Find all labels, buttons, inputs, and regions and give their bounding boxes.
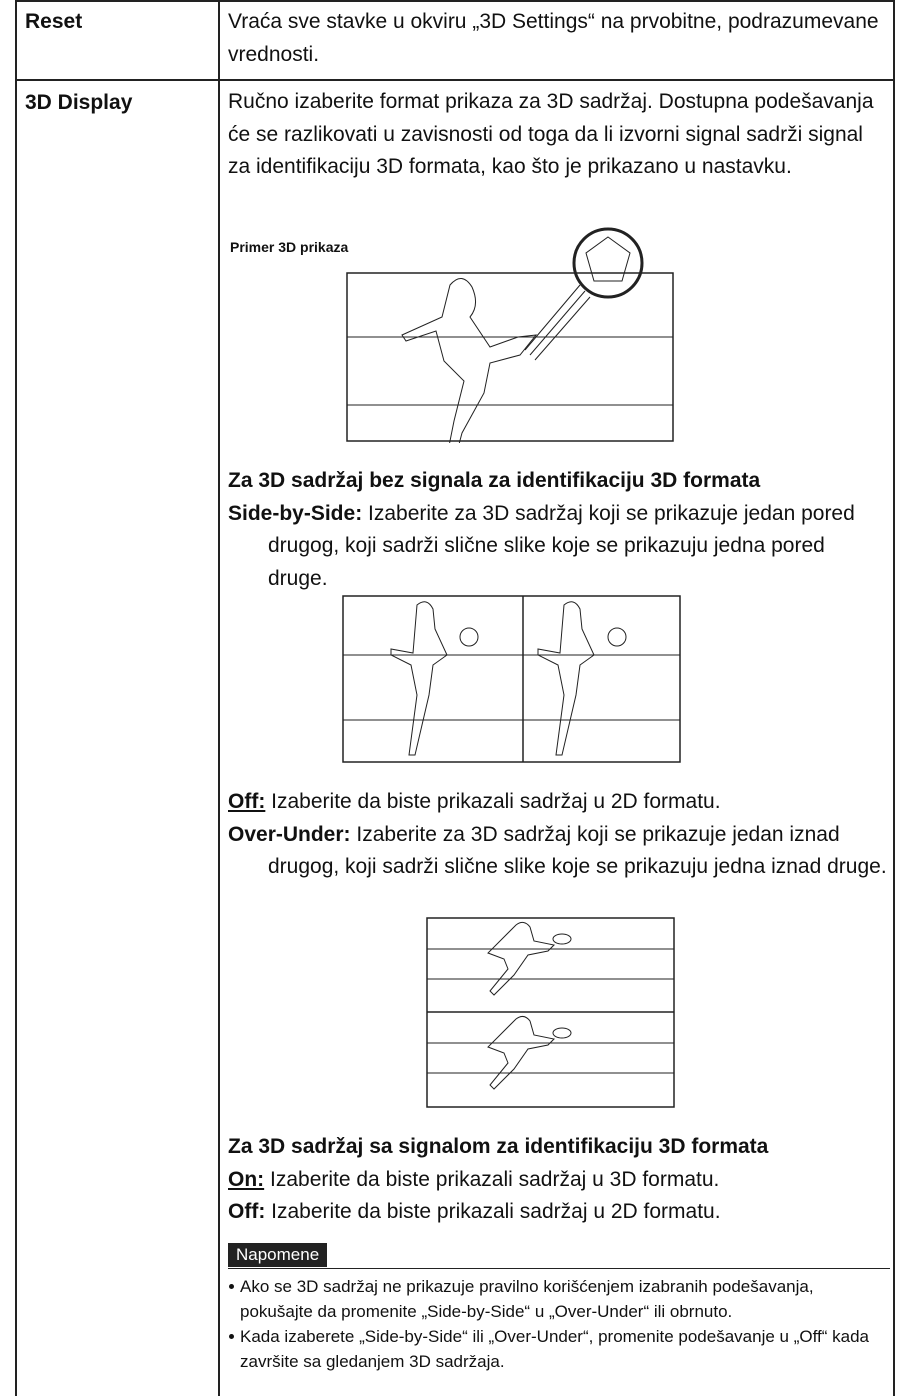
option: Over-Under: Izaberite za 3D sadržaj koji…	[228, 819, 888, 884]
description: Vraća sve stavke u okviru „3D Settings“ …	[228, 10, 879, 66]
bullet	[229, 1284, 234, 1289]
option-text: Izaberite da biste prikazali sadržaj u 2…	[271, 790, 721, 813]
option-text: Izaberite da biste prikazali sadržaj u 3…	[270, 1167, 720, 1191]
note: Ako se 3D sadržaj ne prikazuje pravilno …	[228, 1274, 890, 1324]
notes-title: Napomene	[228, 1243, 328, 1267]
option: Off: Izaberite da biste prikazali sadrža…	[228, 786, 888, 819]
illustration	[426, 917, 675, 1108]
note-text: Kada izaberete „Side-by-Side“ ili „Over-…	[240, 1327, 869, 1371]
section-heading: Za 3D sadržaj sa signalom za identifikac…	[228, 1135, 769, 1158]
option-text: Izaberite za 3D sadržaj koji se prikazuj…	[268, 822, 887, 879]
table-border	[15, 0, 17, 1396]
option-label: Over-Under:	[228, 822, 351, 846]
notes: Napomene Ako se 3D sadržaj ne prikazuje …	[228, 1243, 890, 1374]
row-divider	[15, 79, 894, 81]
table-border	[893, 0, 895, 1396]
column-divider	[218, 0, 220, 1396]
option-label: On:	[228, 1167, 265, 1191]
option-label: Off:	[228, 790, 266, 813]
section: Off: Izaberite da biste prikazali sadrža…	[228, 786, 888, 884]
section-heading: Za 3D sadržaj bez signala za identifikac…	[228, 469, 761, 492]
option-text: Izaberite za 3D sadržaj koji se prikazuj…	[268, 501, 855, 590]
table-border	[15, 0, 894, 2]
option: Off: Izaberite da biste prikazali sadrža…	[228, 1196, 888, 1229]
bullet	[229, 1334, 234, 1339]
notes-list: Ako se 3D sadržaj ne prikazuje pravilno …	[228, 1268, 890, 1374]
section: Za 3D sadržaj sa signalom za identifikac…	[228, 1131, 888, 1229]
term: 3D Display	[25, 91, 133, 114]
option-text: Izaberite da biste prikazali sadržaj u 2…	[271, 1200, 721, 1223]
illustration	[342, 595, 681, 763]
section: Za 3D sadržaj bez signala za identifikac…	[228, 465, 888, 595]
note: Kada izaberete „Side-by-Side“ ili „Over-…	[228, 1324, 890, 1374]
option: On: Izaberite da biste prikazali sadržaj…	[228, 1164, 888, 1197]
note-text: Ako se 3D sadržaj ne prikazuje pravilno …	[240, 1277, 814, 1321]
figure-caption: Primer 3D prikaza	[230, 239, 349, 255]
option: Side-by-Side: Izaberite za 3D sadržaj ko…	[228, 498, 888, 596]
term: Reset	[25, 10, 83, 33]
option-label: Side-by-Side:	[228, 501, 363, 525]
option-label: Off:	[228, 1200, 266, 1223]
description: Ručno izaberite format prikaza za 3D sad…	[228, 90, 874, 178]
illustration	[346, 227, 674, 443]
